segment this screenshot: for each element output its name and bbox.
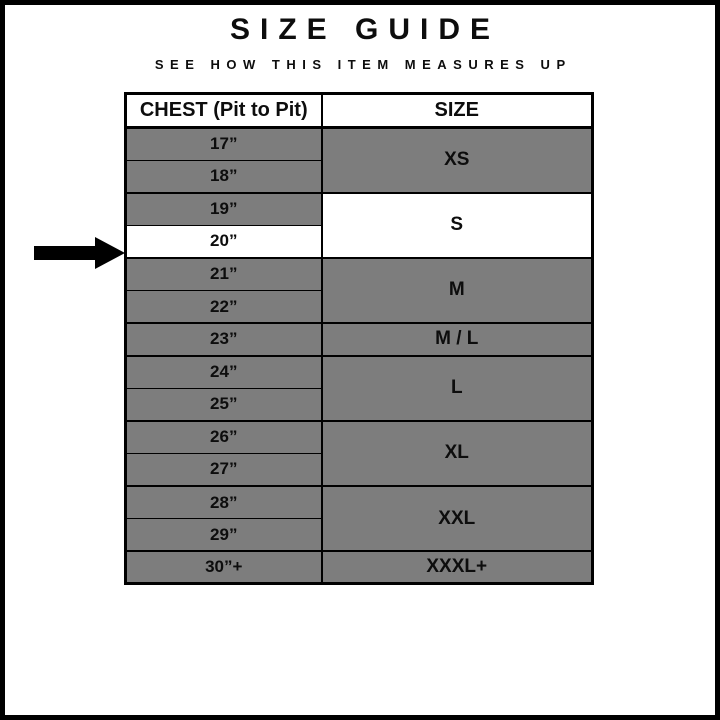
size-cell: L xyxy=(321,354,593,421)
page-subtitle: SEE HOW THIS ITEM MEASURES UP xyxy=(154,57,572,72)
table-row: 28” XXL xyxy=(125,485,593,552)
table-row: 18” xyxy=(125,159,593,193)
chest-cell: 21” xyxy=(125,256,323,291)
size-cell: XS xyxy=(321,126,593,193)
chest-cell: 24” xyxy=(125,354,323,389)
row-pointer-arrow-icon xyxy=(34,237,125,269)
page-title: SIZE GUIDE xyxy=(229,13,501,46)
table-row-highlighted: 20” xyxy=(125,224,593,258)
table-row: 19” S xyxy=(125,191,593,258)
table-row: 30”+ XXXL+ xyxy=(125,550,593,584)
chest-cell: 22” xyxy=(125,289,323,324)
chest-cell: 30”+ xyxy=(125,550,323,584)
size-cell: M / L xyxy=(321,322,593,356)
chest-cell: 23” xyxy=(125,322,323,356)
table-row: 25” xyxy=(125,387,593,421)
size-guide-table: CHEST (Pit to Pit) SIZE 17” XS 18” 19” S… xyxy=(124,92,594,586)
table-header-row: CHEST (Pit to Pit) SIZE xyxy=(125,93,593,129)
chest-column-header: CHEST (Pit to Pit) xyxy=(125,93,323,129)
chest-cell: 18” xyxy=(125,159,323,193)
size-cell: XXL xyxy=(321,485,593,552)
chest-cell-highlighted: 20” xyxy=(125,224,323,258)
chest-cell: 28” xyxy=(125,485,323,519)
table-row: 22” xyxy=(125,289,593,324)
chest-cell: 17” xyxy=(125,127,323,161)
table-row: 29” xyxy=(125,518,593,552)
chest-cell: 29” xyxy=(125,518,323,552)
size-cell-highlighted: S xyxy=(321,191,593,258)
size-cell: XL xyxy=(321,419,593,487)
table-row: 23” M / L xyxy=(125,322,593,356)
table-row: 26” XL xyxy=(125,419,593,487)
chest-cell: 19” xyxy=(125,191,323,226)
table-row: 27” xyxy=(125,452,593,487)
footer: f BUNDL CLOTHING.CO.UK Trustpilot xyxy=(0,640,720,720)
chest-cell: 26” xyxy=(125,419,323,454)
size-cell: XXXL+ xyxy=(321,550,593,584)
size-cell: M xyxy=(321,256,593,324)
table-row: 21” M xyxy=(125,256,593,324)
chest-cell: 27” xyxy=(125,452,323,487)
size-column-header: SIZE xyxy=(321,93,593,129)
table-row: 24” L xyxy=(125,354,593,421)
table-row: 17” XS xyxy=(125,126,593,193)
chest-cell: 25” xyxy=(125,387,323,421)
